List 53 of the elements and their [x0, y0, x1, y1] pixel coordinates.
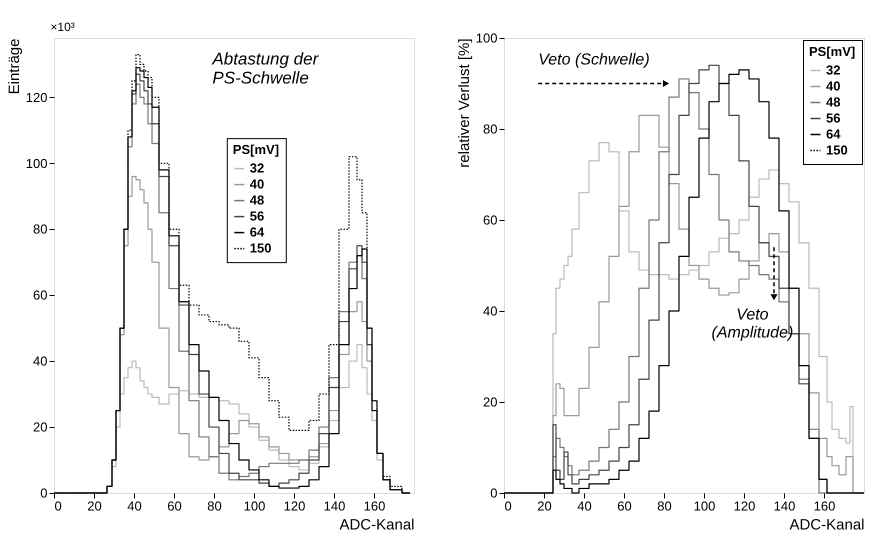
x-tick-label: 40	[127, 498, 142, 514]
x-tick-label: 100	[694, 498, 716, 514]
y-tick-label: 60	[33, 288, 48, 303]
y-tick-label: 100	[26, 156, 48, 171]
legend-label: 64	[250, 224, 266, 240]
y-tick-label: 20	[33, 420, 48, 435]
annotation: Veto (Amplitude)	[711, 306, 794, 342]
legend-title: PS[mV]	[232, 142, 280, 158]
x-tick-label: 100	[244, 498, 266, 514]
x-axis-title: ADC-Kanal	[789, 516, 864, 534]
x-axis-title: ADC-Kanal	[339, 516, 414, 534]
legend-label: 48	[250, 192, 264, 208]
text: ×10³	[50, 20, 75, 34]
y-tick-label: 80	[483, 122, 498, 136]
x-tick-label: 80	[207, 498, 222, 514]
y-axis-title: relativer Verlust [%]	[456, 38, 473, 168]
y-tick-label: 80	[33, 222, 48, 237]
y-tick-label: 60	[483, 212, 498, 228]
legend-label: 56	[826, 110, 840, 126]
x-tick-label: 160	[364, 498, 386, 514]
y-tick-label: 100	[476, 30, 498, 46]
annotation: Veto (Schwelle)	[538, 52, 650, 69]
y-tick-label: 0	[490, 486, 498, 500]
x-tick-label: 120	[284, 498, 306, 514]
x-tick-label: 40	[577, 498, 592, 514]
y-tick-label: 120	[26, 90, 48, 105]
text: 150	[826, 142, 848, 158]
x-tick-label: 80	[657, 498, 672, 514]
legend-label: 40	[250, 176, 264, 192]
y-tick-label: 20	[483, 394, 498, 410]
x-tick-label: 60	[167, 498, 182, 514]
x-tick-label: 120	[734, 498, 756, 514]
legend-label: 32	[826, 62, 840, 78]
x-tick-label: 140	[774, 498, 796, 514]
legend-label: 56	[250, 208, 264, 224]
legend-label: 150	[250, 240, 272, 256]
x-tick-label: 20	[537, 498, 552, 514]
x-tick-label: 160	[814, 498, 836, 514]
legend-title: PS[mV]	[809, 44, 856, 59]
x-tick-label: 140	[324, 498, 346, 514]
x-tick-label: 0	[504, 498, 512, 514]
y-tick-label: 40	[33, 354, 48, 369]
legend-label: 48	[826, 94, 840, 110]
legend-label: 64	[826, 126, 842, 142]
y-tick-label: 0	[40, 486, 48, 500]
x-tick-label: 0	[54, 498, 62, 514]
x-tick-label: 60	[617, 498, 632, 514]
y-axis-title: Einträge	[6, 38, 23, 94]
x-tick-label: 20	[87, 498, 102, 514]
annotation: Abtastung der PS-Schwelle	[211, 50, 320, 88]
legend-label: 40	[826, 78, 840, 94]
y-tick-label: 40	[483, 304, 498, 318]
legend-label: 32	[250, 160, 264, 176]
